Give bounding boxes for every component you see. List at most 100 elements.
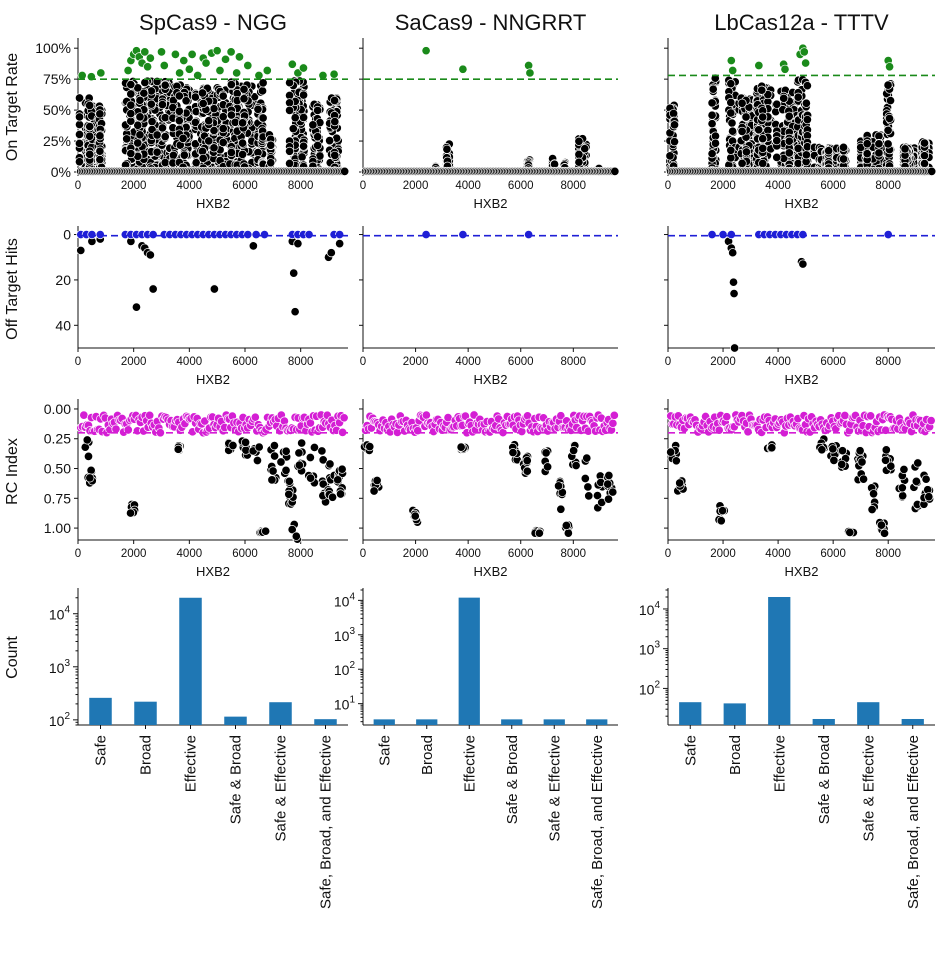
data-point — [728, 126, 738, 136]
data-point — [174, 116, 184, 126]
data-point — [372, 475, 382, 486]
data-point — [884, 113, 895, 123]
column-title: LbCas12a - TTTV — [714, 10, 889, 35]
bar — [501, 719, 523, 725]
category-label: Safe & Broad — [816, 735, 833, 824]
data-point — [254, 442, 264, 452]
data-point — [133, 120, 143, 130]
x-tick-label: 2000 — [710, 356, 736, 368]
bar — [89, 697, 112, 725]
highlight-point — [298, 63, 309, 73]
data-point — [85, 122, 95, 132]
highlight-point — [780, 64, 790, 74]
data-point — [145, 250, 155, 260]
data-point — [869, 489, 879, 499]
y-tick-label: 0% — [51, 164, 71, 180]
x-tick-label: 0 — [665, 356, 671, 368]
category-label: Safe, Broad, and Effective — [905, 735, 922, 909]
data-point — [802, 81, 812, 91]
data-point — [285, 158, 295, 169]
x-axis-label: HXB2 — [196, 372, 230, 387]
highlight-point — [95, 229, 105, 240]
x-tick-label: 6000 — [508, 356, 534, 368]
category-label: Safe, Broad, and Effective — [318, 735, 335, 909]
x-tick-label: 4000 — [765, 356, 791, 368]
y-axis-label: RC Index — [4, 438, 21, 505]
data-point — [911, 476, 921, 486]
data-point — [708, 84, 718, 94]
data-point — [554, 481, 564, 491]
data-point — [442, 144, 452, 154]
x-axis-label: HXB2 — [196, 564, 230, 579]
data-point — [290, 307, 300, 317]
highlight-point — [799, 47, 809, 57]
data-point — [671, 456, 681, 466]
y-tick-label: 20 — [55, 272, 71, 288]
data-point — [148, 284, 158, 294]
x-tick-label: 0 — [75, 180, 81, 192]
data-point — [608, 487, 618, 497]
data-point — [801, 98, 811, 108]
highlight-point — [304, 229, 314, 240]
x-tick-label: 4000 — [455, 356, 481, 368]
data-point — [284, 489, 294, 499]
data-point — [837, 446, 848, 456]
data-point — [288, 124, 298, 134]
data-point — [874, 148, 884, 158]
x-tick-label: 8000 — [561, 180, 587, 192]
bar — [723, 703, 746, 725]
data-point — [74, 129, 85, 140]
x-axis-label: HXB2 — [474, 196, 508, 211]
data-point — [337, 464, 347, 474]
x-tick-label: 6000 — [820, 180, 846, 192]
data-point — [727, 118, 737, 128]
data-point — [95, 109, 105, 119]
data-point — [146, 99, 156, 109]
x-tick-label: 6000 — [232, 548, 258, 560]
bar — [269, 702, 292, 725]
category-label: Broad — [138, 735, 155, 775]
x-tick-label: 4000 — [765, 180, 791, 192]
highlight-point — [145, 410, 155, 420]
data-point — [924, 492, 934, 502]
highlight-point — [251, 229, 261, 240]
x-tick-label: 2000 — [403, 356, 429, 368]
data-point — [876, 520, 886, 530]
bar — [857, 702, 880, 725]
highlight-point — [184, 64, 194, 74]
data-point — [729, 288, 739, 299]
y-axis-label: Count — [4, 636, 21, 679]
data-point — [772, 99, 782, 109]
highlight-point — [926, 416, 936, 426]
data-point — [329, 95, 340, 106]
data-point — [541, 448, 551, 458]
data-point — [900, 144, 910, 154]
data-point — [238, 149, 248, 159]
data-point — [226, 80, 236, 90]
x-tick-label: 8000 — [288, 356, 314, 368]
highlight-point — [220, 54, 231, 64]
data-point — [294, 460, 304, 470]
data-point — [293, 239, 303, 249]
data-point — [340, 166, 350, 176]
data-point — [160, 113, 170, 123]
highlight-point — [212, 46, 222, 56]
data-point — [325, 459, 335, 469]
data-point — [190, 117, 200, 127]
data-point — [74, 138, 85, 148]
x-tick-label: 6000 — [232, 356, 258, 368]
y-tick-label: 103 — [49, 658, 71, 676]
x-tick-label: 6000 — [820, 356, 846, 368]
category-label: Safe — [682, 735, 699, 766]
highlight-point — [287, 59, 297, 69]
bar — [373, 719, 395, 725]
highlight-point — [156, 47, 167, 57]
data-point — [919, 138, 930, 148]
data-point — [179, 150, 189, 160]
data-point — [238, 138, 248, 148]
highlight-point — [175, 68, 185, 78]
data-point — [126, 508, 136, 518]
category-label: Broad — [419, 735, 436, 775]
